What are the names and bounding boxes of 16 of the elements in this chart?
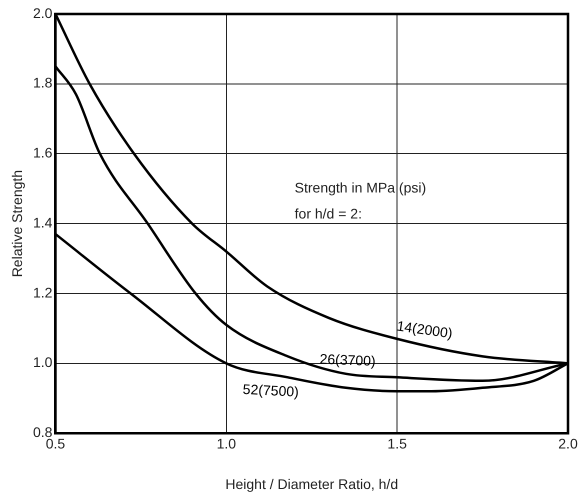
y-tick-label: 1.2 <box>32 284 53 300</box>
x-axis-title: Height / Diameter Ratio, h/d <box>225 476 398 492</box>
y-tick-label: 1.0 <box>32 354 53 370</box>
y-tick-label: 2.0 <box>32 4 53 21</box>
x-tick-label: 1.0 <box>216 435 236 452</box>
series-label: 52(7500) <box>242 380 300 400</box>
y-axis-title: Relative Strength <box>8 170 25 278</box>
y-tick-label: 1.6 <box>32 144 53 161</box>
series-label: 26(3700) <box>319 350 376 369</box>
y-tick-label: 1.4 <box>32 214 53 230</box>
x-tick-label: 1.5 <box>387 435 408 452</box>
annotation: Strength in MPa (psi) <box>294 180 426 196</box>
y-tick-label: 1.8 <box>32 74 53 91</box>
annotation: for h/d = 2: <box>294 206 362 222</box>
x-tick-label: 2.0 <box>558 435 578 452</box>
text: 14(2000) <box>396 318 454 342</box>
